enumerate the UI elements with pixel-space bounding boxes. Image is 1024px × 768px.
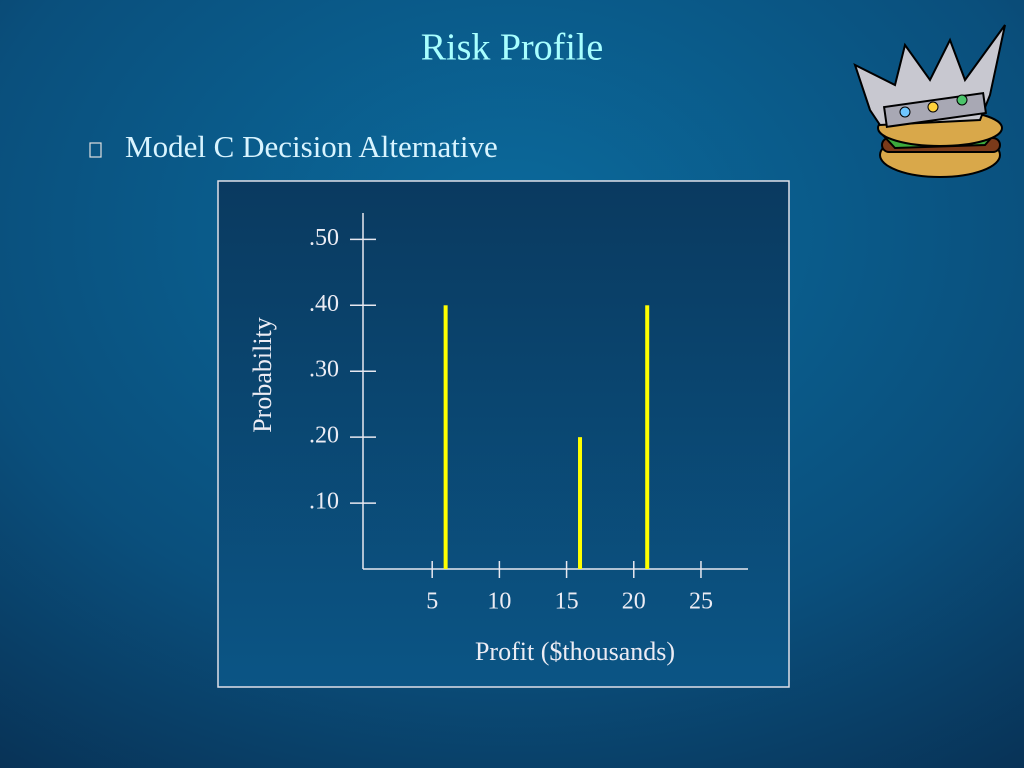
x-tick-label: 20 [622,589,646,615]
y-tick-label: .20 [309,423,339,449]
y-axis-label: Probability [248,317,277,433]
bar [443,305,448,569]
y-tick-label: .50 [309,225,339,251]
clipart [853,24,1006,178]
y-tick-label: .40 [309,291,339,317]
bullet-text: Model C Decision Alternative [125,129,498,164]
slide-title: Risk Profile [421,27,604,69]
chart-frame [217,180,790,688]
y-tick-label: .10 [309,489,339,515]
plot: Probability Profit ($thousands) .10 .20 .3… [248,213,748,666]
x-tick-label: 15 [555,589,579,615]
bullet-marker [89,142,102,158]
bar [578,437,583,569]
bar [645,305,650,569]
x-tick-label: 10 [487,589,511,615]
x-axis-label: Profit ($thousands) [475,637,675,666]
x-tick-label: 5 [426,589,438,615]
y-tick-label: .30 [309,357,339,383]
x-tick-label: 25 [689,589,713,615]
